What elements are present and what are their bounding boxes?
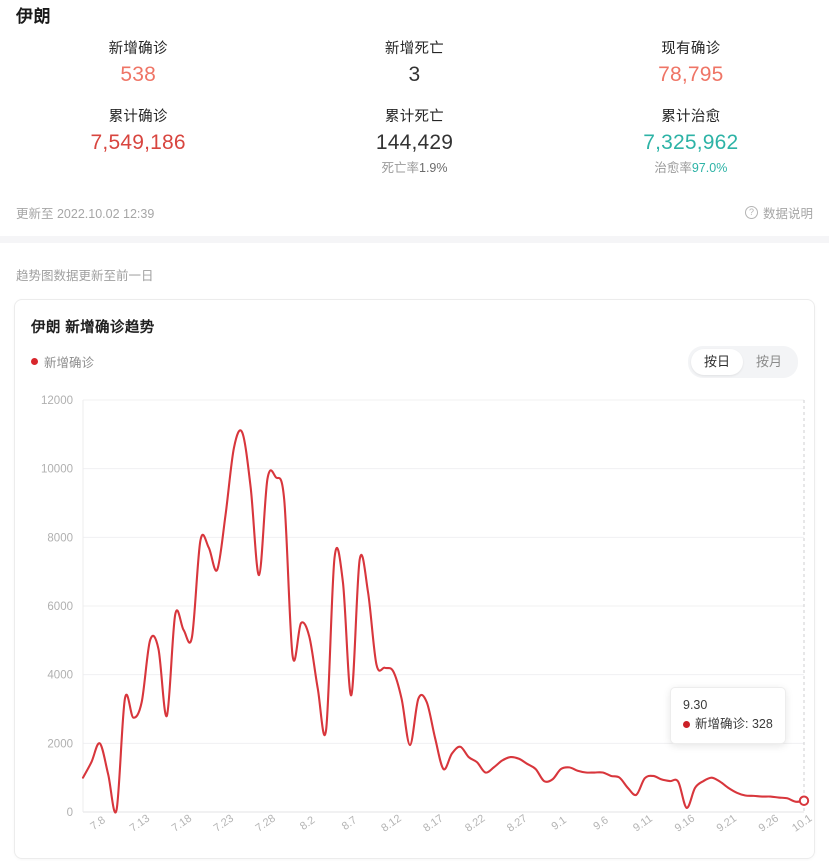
updated-at-label: 更新至 2022.10.02 12:39 <box>16 206 155 221</box>
svg-text:7.13: 7.13 <box>128 812 152 834</box>
stat-value: 7,549,186 <box>90 131 186 154</box>
svg-text:9.26: 9.26 <box>757 812 781 834</box>
stat-value: 144,429 <box>375 131 454 154</box>
stat-sub-cure-rate: 治愈率97.0% <box>553 158 829 178</box>
question-circle-icon: ? <box>744 205 758 219</box>
legend-dot-icon <box>31 358 38 365</box>
svg-text:9.21: 9.21 <box>715 812 739 834</box>
stat-label: 累计确诊 <box>108 109 168 125</box>
svg-text:8.27: 8.27 <box>505 812 529 834</box>
svg-text:4000: 4000 <box>47 670 73 682</box>
svg-text:9.6: 9.6 <box>591 814 610 833</box>
toggle-by-day[interactable]: 按日 <box>690 349 743 375</box>
toggle-by-month[interactable]: 按月 <box>755 354 782 369</box>
tooltip-date: 9.30 <box>683 698 708 712</box>
stat-label: 新增确诊 <box>108 41 168 57</box>
data-note-label: 数据说明 <box>762 206 813 221</box>
stat-label: 现有确诊 <box>661 41 721 57</box>
chart-plot-area: 0 2000 4000 6000 8000 10000 12000 7.8 7.13 7.18 7.… <box>15 386 814 858</box>
svg-text:8.22: 8.22 <box>463 812 487 834</box>
svg-text:7.8: 7.8 <box>88 814 107 833</box>
stat-sub-death-rate: 死亡率1.9% <box>276 158 552 178</box>
svg-text:8000: 8000 <box>47 532 73 544</box>
tooltip-series-row: 新增确诊: 328 <box>683 715 773 734</box>
stat-sub-value: 1.9% <box>419 161 448 175</box>
svg-text:9.16: 9.16 <box>673 812 697 834</box>
stat-value: 78,795 <box>658 63 724 86</box>
svg-text:8.17: 8.17 <box>421 812 445 834</box>
legend-label: 新增确诊 <box>44 356 95 370</box>
stat-value: 7,325,962 <box>643 131 739 154</box>
stat-value: 538 <box>120 63 156 86</box>
stat-active-confirmed: 现有确诊 78,795 <box>553 38 829 90</box>
chart-tooltip: 9.30 新增确诊: 328 <box>670 687 786 744</box>
svg-text:2000: 2000 <box>47 738 73 750</box>
svg-text:10000: 10000 <box>41 464 73 476</box>
stat-new-confirmed: 新增确诊 538 <box>0 38 276 90</box>
chart-title: 伊朗 新增确诊趋势 <box>31 320 155 336</box>
svg-text:8.7: 8.7 <box>340 814 359 833</box>
page-title: 伊朗 <box>16 7 51 26</box>
granularity-toggle[interactable]: 按日 按月 <box>687 346 798 378</box>
stat-label: 新增死亡 <box>384 41 445 57</box>
stat-label: 累计治愈 <box>661 109 721 125</box>
stat-total-recovered: 累计治愈 7,325,962 治愈率97.0% <box>553 106 829 178</box>
section-divider <box>0 236 829 243</box>
stats-grid: 新增确诊 538 新增死亡 3 现有确诊 78,795 累计确诊 7,549,1… <box>0 38 829 178</box>
svg-text:7.18: 7.18 <box>170 812 194 834</box>
stat-sub-value: 97.0% <box>691 161 728 175</box>
stat-sub-label: 治愈率 <box>654 161 692 175</box>
svg-text:8.2: 8.2 <box>298 814 317 833</box>
trend-chart-card: 伊朗 新增确诊趋势 新增确诊 按日 按月 0 2000 4000 6000 8000 10… <box>14 299 815 859</box>
stat-total-deaths: 累计死亡 144,429 死亡率1.9% <box>276 106 552 178</box>
stat-value: 3 <box>408 63 421 86</box>
svg-text:12000: 12000 <box>41 395 73 407</box>
svg-text:0: 0 <box>67 807 73 819</box>
stat-sub-label: 死亡率 <box>381 161 419 175</box>
svg-text:7.23: 7.23 <box>212 812 236 834</box>
svg-text:6000: 6000 <box>47 601 73 613</box>
update-row: 更新至 2022.10.02 12:39 ? 数据说明 <box>0 200 829 224</box>
svg-text:10.1: 10.1 <box>790 812 814 834</box>
stat-new-deaths: 新增死亡 3 <box>276 38 552 90</box>
chart-legend: 新增确诊 <box>31 352 94 371</box>
svg-text:9.1: 9.1 <box>549 814 568 833</box>
svg-text:8.12: 8.12 <box>379 812 403 834</box>
tooltip-value-label: 新增确诊: 328 <box>695 717 773 731</box>
tooltip-dot-icon <box>683 721 690 728</box>
data-note-button[interactable]: ? 数据说明 <box>744 203 813 222</box>
svg-text:9.11: 9.11 <box>631 813 655 835</box>
svg-text:7.28: 7.28 <box>254 812 278 834</box>
stat-total-confirmed: 累计确诊 7,549,186 <box>0 106 276 178</box>
line-chart-svg: 0 2000 4000 6000 8000 10000 12000 7.8 7.13 7.18 7.… <box>41 395 814 835</box>
trend-note: 趋势图数据更新至前一日 <box>16 269 154 283</box>
stat-label: 累计死亡 <box>384 109 445 125</box>
